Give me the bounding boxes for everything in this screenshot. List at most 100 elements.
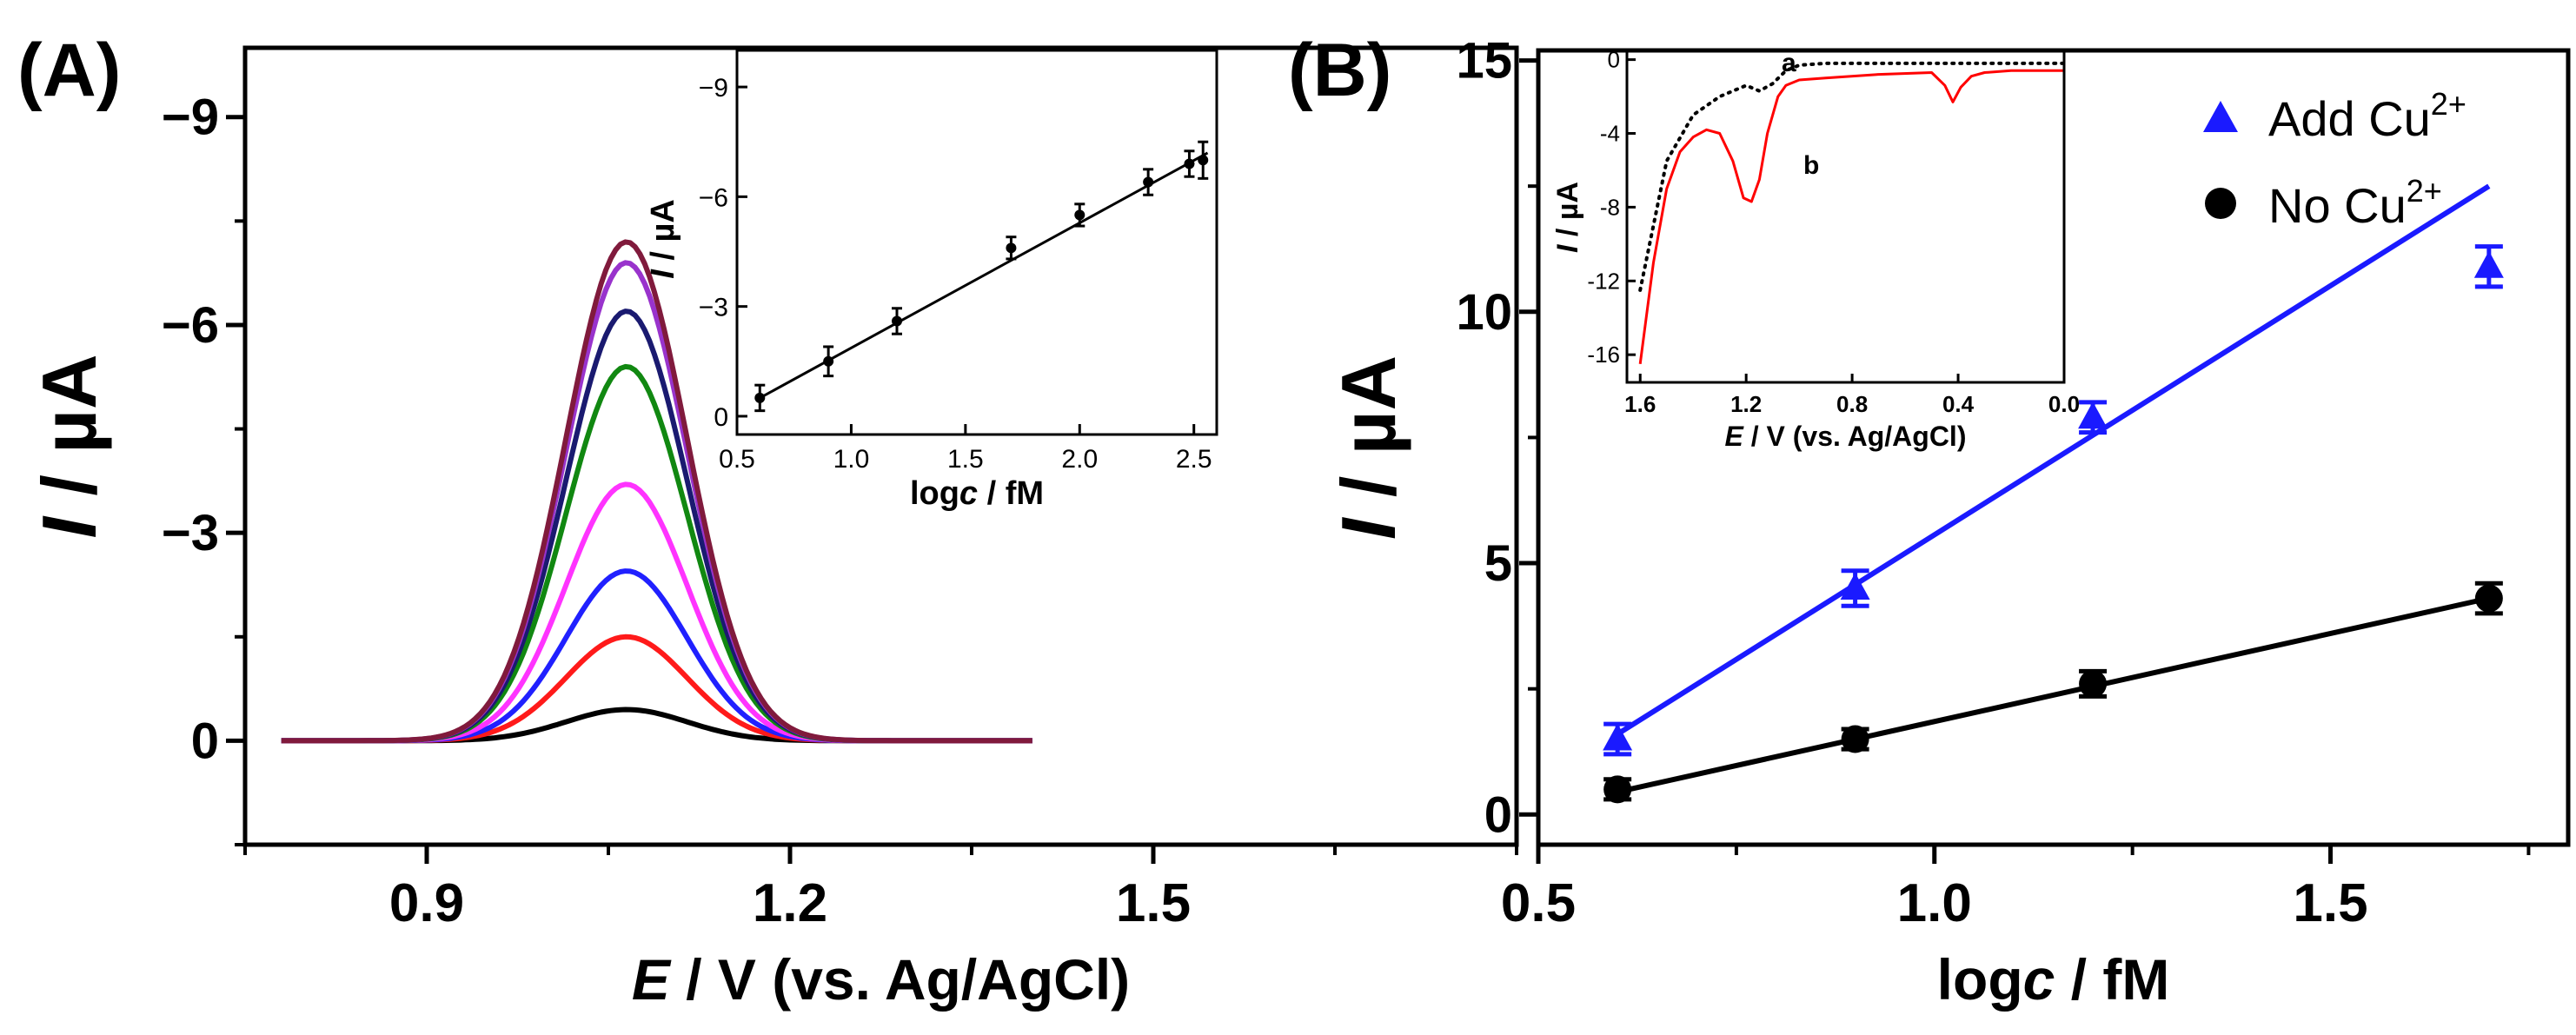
- panel-b-point-no-cu: [2474, 584, 2503, 613]
- panel-b-y-axis-title-part-1: / µA: [1325, 355, 1411, 519]
- panel-a-inset-x-tick-label: 0.5: [719, 445, 755, 474]
- legend-add-cu-marker: [2203, 101, 2238, 132]
- panel-a-inset-x-axis-title-part-1: c: [959, 475, 978, 512]
- panel-b-inset-x-tick-label: 1.6: [1624, 391, 1656, 417]
- panel-b-fit-line-no-cu: [1617, 595, 2490, 795]
- panel-a-inset-x-tick-label: 2.0: [1061, 445, 1098, 474]
- panel-b-label: (B): [1288, 29, 1391, 112]
- panel-a-curve-navy: [281, 309, 1032, 744]
- panel-a-x-axis-title-part-1: / V (vs. Ag/AgCl): [670, 947, 1130, 1012]
- panel-a-curve-magenta: [281, 481, 1032, 744]
- panel-b-point-no-cu: [1603, 775, 1632, 804]
- panel-a-inset-x-tick-label: 2.5: [1176, 445, 1212, 474]
- panel-b-inset-y-tick-label: -4: [1600, 121, 1620, 147]
- panel-a-y-axis-title-part-0: I: [26, 516, 112, 539]
- panel-a-inset-x-tick-label: 1.0: [833, 445, 870, 474]
- panel-b-point-add-cu: [2078, 401, 2108, 429]
- panel-b-x-tick-label: 0.5: [1501, 873, 1576, 933]
- legend-label-superscript: 2+: [2407, 173, 2442, 209]
- panel-a-y-tick-label: −6: [162, 297, 219, 354]
- panel-b-point-no-cu: [1841, 725, 1869, 753]
- panel-b-inset-curve-a: [1638, 61, 2066, 292]
- panel-a-inset-x-tick-label: 1.5: [947, 445, 984, 474]
- panel-b-inset-x-axis-title-part-1: / V (vs. Ag/AgCl): [1743, 421, 1967, 452]
- panel-a-x-tick-label: 1.2: [753, 873, 827, 933]
- panel-a-inset: 0.5 1.0 1.5 2.0 2.5 −9 −6 −3 0 logc / fM I / µA: [645, 49, 1218, 512]
- panel-b-inset-frame: [1625, 49, 2066, 384]
- panel-b-y-axis-title-part-0: I: [1325, 517, 1411, 540]
- panel-a-inset-y-tick-label: −3: [699, 294, 728, 322]
- panel-b-inset-x-tick-label: 1.2: [1730, 391, 1762, 417]
- panel-b-point-add-cu: [1840, 572, 1870, 600]
- panel-a-inset-y-axis-title-part-0: I: [645, 269, 681, 279]
- panel-a-inset-point: [823, 355, 834, 367]
- panel-b-inset-y-tick-label: -12: [1587, 268, 1620, 294]
- panel-a-x-tick-label: 0.9: [389, 873, 464, 933]
- panel-a-x-tick-label: 1.5: [1116, 873, 1191, 933]
- panel-b-y-tick-label: 5: [1484, 535, 1512, 592]
- panel-a-plot-frame: [242, 45, 1519, 847]
- panel-a-inset-x-axis-title: logc / fM: [910, 475, 1044, 512]
- panel-a-inset-point: [1006, 242, 1017, 254]
- panel-a-inset-point: [1143, 176, 1154, 188]
- panel-b-inset-x-axis-title-part-0: E: [1725, 421, 1745, 452]
- panel-a-curve-maroon: [281, 239, 1032, 744]
- panel-a-y-axis-title-part-1: / µA: [26, 354, 112, 517]
- panel-b-inset-y-axis-title-part-0: I: [1551, 243, 1584, 253]
- panel-b-inset-curve-label-a: a: [1782, 49, 1796, 77]
- panel-a-inset-y-tick-label: −9: [699, 74, 728, 103]
- panel-b-inset-x-axis-title: E / V (vs. Ag/AgCl): [1725, 421, 1967, 452]
- panel-a-inset-point: [1184, 158, 1195, 169]
- panel-a-inset-x-axis-title-part-0: log: [910, 475, 959, 512]
- panel-a-x-axis-title: E / V (vs. Ag/AgCl): [632, 947, 1130, 1012]
- panel-b-x-axis-title: logc / fM: [1937, 947, 2170, 1012]
- panel-b-plot-frame: [1536, 48, 2571, 847]
- panel-b-x-tick-label: 1.5: [2293, 873, 2367, 933]
- legend-no-cu-marker: [2205, 188, 2236, 219]
- panel-b-inset: 1.6 1.2 0.8 0.4 0.0 0 -4 -8 -12 -16 E / V (vs. Ag/…: [1551, 47, 2080, 452]
- panel-a-inset-x-axis-title-part-2: / fM: [978, 475, 1044, 512]
- panel-a-inset-y-tick-label: −6: [699, 183, 728, 212]
- panel-b-inset-x-tick-label: 0.8: [1836, 391, 1868, 417]
- panel-a-inset-fit-line: [759, 151, 1209, 400]
- panel-a-inset-point: [1074, 209, 1086, 221]
- panel-b-point-add-cu: [1603, 723, 1633, 751]
- panel-b-inset-y-axis-title-part-1: / µA: [1551, 182, 1584, 244]
- panel-a-x-axis-title-part-0: E: [632, 947, 672, 1012]
- panel-a-inset-point: [754, 392, 766, 403]
- legend-label-superscript: 2+: [2431, 86, 2466, 122]
- panel-b-inset-x-tick-label: 0.0: [2048, 391, 2080, 417]
- panel-b-inset-y-axis-title: I / µA: [1551, 182, 1584, 253]
- panel-b-x-axis-title-part-2: / fM: [2055, 947, 2169, 1012]
- panel-b-inset-curve-label-b: b: [1803, 151, 1819, 180]
- legend-label-text: No Cu: [2268, 178, 2407, 233]
- panel-b-inset-curve-b: [1638, 69, 2064, 364]
- panel-a: (A) 0.9 1.2 1.5 −9 −6 −3 0 E / V (vs. Ag/AgCl) I …: [17, 29, 1519, 1012]
- panel-b-point-add-cu: [2473, 250, 2504, 278]
- panel-b-inset-x-tick-label: 0.4: [1942, 391, 1975, 417]
- panel-a-curve-black: [281, 707, 1032, 744]
- panel-b-fit-line-add-cu: [1616, 183, 2491, 737]
- panel-b-x-axis-title-part-0: log: [1937, 947, 2023, 1012]
- panel-b-x-tick-label: 1.0: [1897, 873, 1972, 933]
- panel-a-inset-point: [892, 315, 902, 327]
- panel-a-curve-red: [281, 634, 1032, 744]
- panel-a-y-axis-title: I / µA: [26, 354, 112, 538]
- legend-label-text: Add Cu: [2268, 91, 2431, 146]
- panel-b-x-axis-title-part-1: c: [2023, 947, 2055, 1012]
- panel-b-inset-y-tick-label: -8: [1600, 194, 1620, 220]
- panel-a-y-tick-label: 0: [191, 713, 219, 769]
- panel-a-inset-y-axis-title: I / µA: [645, 199, 681, 279]
- panel-a-y-tick-label: −3: [162, 505, 219, 561]
- panel-b-inset-y-tick-label: 0: [1608, 47, 1620, 73]
- panel-a-inset-y-tick-label: 0: [714, 403, 728, 432]
- legend-no-cu-label: No Cu2+: [2268, 173, 2442, 233]
- panel-b-y-axis-title: I / µA: [1325, 355, 1411, 540]
- panel-b-point-no-cu: [2079, 669, 2108, 698]
- panel-b-y-tick-label: 10: [1456, 284, 1512, 341]
- panel-b-y-tick-label: 0: [1484, 786, 1512, 843]
- panel-a-y-tick-label: −9: [162, 90, 219, 146]
- panel-b-y-tick-label: 15: [1456, 33, 1512, 90]
- panel-a-inset-frame: [735, 49, 1218, 436]
